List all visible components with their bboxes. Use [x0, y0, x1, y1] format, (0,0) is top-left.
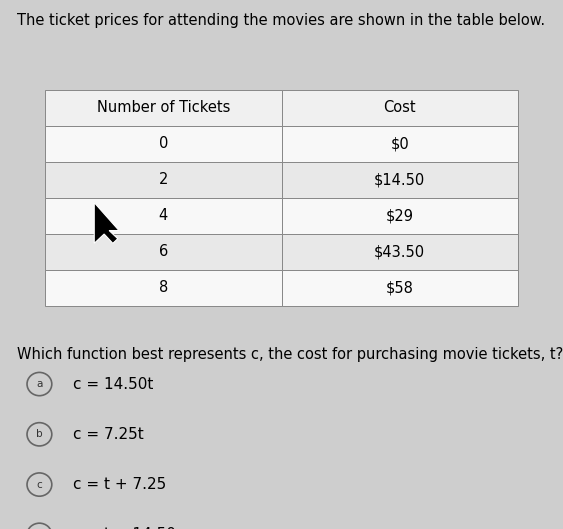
Bar — [45, 162, 282, 198]
Bar — [282, 126, 518, 162]
Text: Cost: Cost — [383, 101, 416, 115]
Text: c = 7.25t: c = 7.25t — [73, 427, 144, 442]
Text: $43.50: $43.50 — [374, 244, 425, 259]
Bar — [45, 234, 282, 270]
Text: $58: $58 — [386, 280, 414, 295]
Text: 0: 0 — [159, 136, 168, 151]
Bar — [282, 234, 518, 270]
Text: 8: 8 — [159, 280, 168, 295]
Text: c: c — [37, 480, 42, 489]
Bar — [45, 90, 282, 126]
Text: Number of Tickets: Number of Tickets — [97, 101, 230, 115]
Bar — [45, 126, 282, 162]
Bar — [45, 270, 282, 306]
Text: 6: 6 — [159, 244, 168, 259]
Text: $29: $29 — [386, 208, 414, 223]
Text: Which function best represents c, the cost for purchasing movie tickets, t?: Which function best represents c, the co… — [17, 347, 563, 362]
Bar — [282, 162, 518, 198]
Polygon shape — [94, 203, 119, 243]
Bar — [282, 90, 518, 126]
Text: c = t + 14.50: c = t + 14.50 — [73, 527, 176, 529]
Bar — [45, 198, 282, 234]
Text: 4: 4 — [159, 208, 168, 223]
Bar — [282, 198, 518, 234]
Text: The ticket prices for attending the movies are shown in the table below.: The ticket prices for attending the movi… — [17, 13, 545, 28]
Bar — [282, 270, 518, 306]
Text: c = t + 7.25: c = t + 7.25 — [73, 477, 167, 492]
Text: a: a — [36, 379, 43, 389]
Text: c = 14.50t: c = 14.50t — [73, 377, 154, 391]
Text: $0: $0 — [390, 136, 409, 151]
Text: 2: 2 — [159, 172, 168, 187]
Text: b: b — [36, 430, 43, 439]
Text: $14.50: $14.50 — [374, 172, 426, 187]
